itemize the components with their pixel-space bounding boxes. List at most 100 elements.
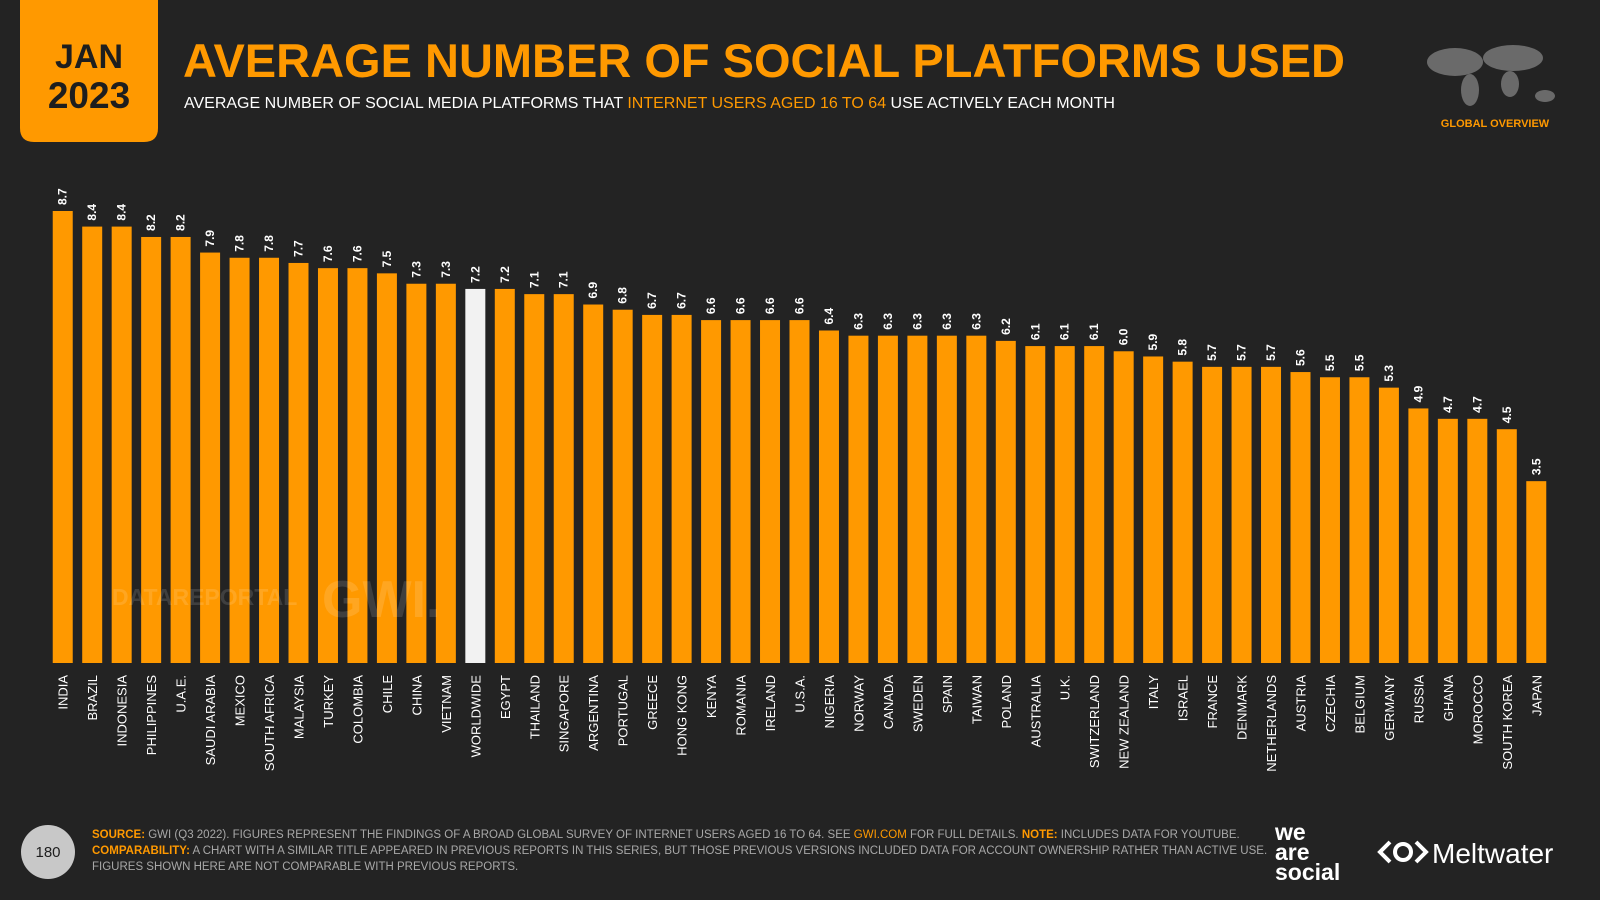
bar <box>1408 408 1429 663</box>
value-label: 6.7 <box>645 292 659 309</box>
value-label: 7.8 <box>233 235 247 252</box>
x-tick-label: ITALY <box>1146 675 1161 710</box>
bar <box>612 309 633 663</box>
value-label: 6.8 <box>616 287 630 304</box>
value-label: 8.2 <box>144 214 158 231</box>
x-tick-label: PHILIPPINES <box>144 675 159 756</box>
x-tick-label: CZECHIA <box>1323 675 1338 732</box>
x-tick-label: U.K. <box>1058 675 1073 700</box>
note-text: INCLUDES DATA FOR YOUTUBE. <box>1058 829 1240 841</box>
value-label: 4.7 <box>1470 396 1484 413</box>
logo-word: we <box>1274 819 1306 845</box>
value-label: 6.7 <box>675 292 689 309</box>
x-tick-label: MEXICO <box>233 675 248 726</box>
subtitle-highlight: INTERNET USERS AGED 16 TO 64 <box>627 95 886 112</box>
x-tick-label: SWITZERLAND <box>1087 675 1102 768</box>
x-tick-label: KENYA <box>704 675 719 718</box>
watermark: DATAREPORTAL <box>112 584 297 610</box>
world-map <box>1427 45 1555 106</box>
bar <box>1526 481 1547 663</box>
value-label: 7.2 <box>468 266 482 283</box>
bar <box>494 288 515 663</box>
bar <box>317 268 338 663</box>
value-label: 6.6 <box>704 297 718 314</box>
bar <box>1290 372 1311 663</box>
bar <box>701 320 722 663</box>
source-link[interactable]: GWI.COM <box>854 829 907 841</box>
comparability-line: COMPARABILITY: A CHART WITH A SIMILAR TI… <box>92 845 1267 857</box>
x-tick-label: ISRAEL <box>1176 675 1191 721</box>
x-tick-label: U.A.E. <box>174 675 189 713</box>
bar <box>1261 366 1282 663</box>
page-badge <box>21 825 75 879</box>
section-label: GLOBAL OVERVIEW <box>1441 118 1550 130</box>
bar <box>1349 377 1370 663</box>
x-tick-label: SOUTH KOREA <box>1500 675 1515 770</box>
bar <box>259 257 280 663</box>
bar <box>347 268 368 663</box>
bar <box>642 314 663 663</box>
value-label: 6.9 <box>586 282 600 299</box>
bar <box>111 226 132 663</box>
date-badge <box>20 0 158 142</box>
bar <box>406 283 427 663</box>
bar <box>288 262 309 663</box>
value-label: 6.3 <box>851 313 865 330</box>
bar <box>1054 346 1075 663</box>
x-tick-label: GREECE <box>645 675 660 730</box>
x-tick-label: HONG KONG <box>675 675 690 756</box>
value-label: 5.7 <box>1235 344 1249 361</box>
value-label: 8.4 <box>85 204 99 221</box>
x-tick-label: TURKEY <box>321 675 336 728</box>
value-label: 3.5 <box>1529 458 1543 475</box>
value-label: 5.9 <box>1146 333 1160 350</box>
bar <box>1172 361 1193 663</box>
bar <box>1025 346 1046 663</box>
bar <box>1437 418 1458 663</box>
source-text: GWI (Q3 2022). FIGURES REPRESENT THE FIN… <box>145 829 854 841</box>
source-end: FOR FULL DETAILS. <box>907 829 1022 841</box>
logo-word: social <box>1275 859 1340 885</box>
logo-word: are <box>1275 839 1310 865</box>
x-tick-label: PORTUGAL <box>616 675 631 746</box>
bar <box>553 294 574 663</box>
x-tick-label: U.S.A. <box>793 675 808 713</box>
x-tick-label: INDIA <box>56 675 71 710</box>
bar <box>524 294 545 663</box>
x-tick-label: NETHERLANDS <box>1264 675 1279 772</box>
bar <box>789 320 810 663</box>
comparability-text: A CHART WITH A SIMILAR TITLE APPEARED IN… <box>190 845 1267 857</box>
value-label: 5.5 <box>1352 354 1366 371</box>
note-label: NOTE: <box>1022 829 1058 841</box>
x-tick-label: GERMANY <box>1382 675 1397 741</box>
bar <box>52 211 73 663</box>
x-tick-label: NIGERIA <box>822 675 837 729</box>
value-label: 4.9 <box>1411 385 1425 402</box>
value-label: 7.3 <box>409 261 423 278</box>
bar <box>818 330 839 663</box>
subtitle-part: USE ACTIVELY EACH MONTH <box>886 95 1115 112</box>
value-label: 7.9 <box>203 230 217 247</box>
value-label: 5.7 <box>1264 344 1278 361</box>
bar <box>141 236 162 664</box>
plot: 8.7 INDIA 8.4 BRAZIL 8.4 INDONESIA 8.2 PHILIPPI… <box>52 188 1547 772</box>
value-label: 4.7 <box>1441 396 1455 413</box>
value-label: 6.3 <box>881 313 895 330</box>
value-label: 7.2 <box>498 266 512 283</box>
x-tick-label: SOUTH AFRICA <box>262 675 277 771</box>
bar <box>229 257 250 663</box>
x-tick-label: INDONESIA <box>115 675 130 747</box>
partner-icon <box>1377 840 1429 864</box>
value-label: 8.4 <box>115 204 129 221</box>
comparability-label: COMPARABILITY: <box>92 845 190 857</box>
bar <box>1496 429 1517 663</box>
x-tick-label: BRAZIL <box>85 675 100 721</box>
value-label: 7.6 <box>350 245 364 262</box>
bar <box>1143 356 1164 663</box>
x-tick-label: VIETNAM <box>439 675 454 733</box>
x-tick-label: GHANA <box>1441 675 1456 722</box>
value-label: 7.8 <box>262 235 276 252</box>
bar <box>376 273 397 663</box>
value-label: 7.1 <box>527 271 541 288</box>
x-tick-label: RUSSIA <box>1411 675 1426 724</box>
